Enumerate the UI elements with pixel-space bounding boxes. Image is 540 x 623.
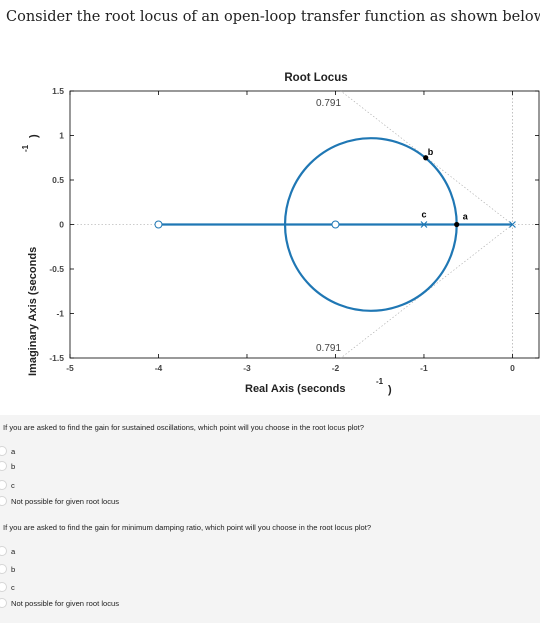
option-label: b — [11, 461, 16, 471]
y-tick-label: 1 — [59, 131, 64, 141]
y-tick-label: -1.5 — [49, 353, 64, 363]
zero-marker — [331, 220, 340, 229]
chart-text: a b c -5 -4 -3 -2 -1 0 1.5 1 0.5 0 -0.5 -1 -1.5 0.791 0.7… — [21, 72, 515, 396]
q2-option-b[interactable]: b — [0, 562, 15, 576]
pole-marker — [509, 221, 516, 228]
radio-button[interactable] — [0, 598, 7, 608]
point-b-marker — [423, 155, 429, 161]
question-1-text: If you are asked to find the gain for su… — [3, 423, 364, 432]
q2-option-not-possible[interactable]: Not possible for given root locus — [0, 596, 119, 610]
option-label: b — [11, 564, 16, 574]
radio-button[interactable] — [0, 582, 7, 592]
x-axis-label: Real Axis (seconds — [245, 383, 345, 395]
q1-option-a[interactable]: a — [0, 444, 15, 458]
y-tick-label: 0 — [59, 220, 64, 230]
point-c-marker — [420, 221, 428, 228]
radio-button[interactable] — [0, 564, 7, 574]
y-axis-label-group: Imaginary Axis (seconds -1) — [21, 134, 40, 376]
x-tick-label: -1 — [420, 363, 428, 373]
option-label: Not possible for given root locus — [11, 598, 120, 608]
x-tick-label: -3 — [243, 363, 251, 373]
radio-button[interactable] — [0, 496, 7, 506]
option-label: c — [11, 480, 15, 490]
chart-marks — [154, 155, 516, 229]
y-axis-label: Imaginary Axis (seconds — [27, 247, 39, 376]
option-label: c — [11, 582, 15, 592]
zero-marker — [154, 220, 163, 229]
radio-button[interactable] — [0, 546, 7, 556]
q2-option-a[interactable]: a — [0, 544, 15, 558]
q1-option-b[interactable]: b — [0, 459, 15, 473]
x-tick-label: -4 — [155, 363, 163, 373]
radio-button[interactable] — [0, 480, 7, 490]
y-tick-label: 1.5 — [52, 86, 64, 96]
q1-option-c[interactable]: c — [0, 478, 15, 492]
option-label: a — [11, 446, 16, 456]
y-tick-label: 0.5 — [52, 175, 64, 185]
damping-label-top: 0.791 — [316, 98, 341, 109]
point-label-b: b — [428, 147, 434, 157]
x-tick-label: -5 — [66, 363, 74, 373]
y-axis-label-close: ) — [28, 134, 40, 138]
q1-option-not-possible[interactable]: Not possible for given root locus — [0, 494, 119, 508]
option-label: a — [11, 546, 16, 556]
question-2-text: If you are asked to find the gain for mi… — [3, 523, 372, 532]
radio-button[interactable] — [0, 461, 7, 471]
y-axis-label-sup: -1 — [21, 144, 30, 152]
option-label: Not possible for given root locus — [11, 496, 120, 506]
x-axis-label-close: ) — [388, 384, 392, 396]
radio-button[interactable] — [0, 446, 7, 456]
damping-label-bottom: 0.791 — [316, 343, 341, 354]
root-locus-chart: a b c -5 -4 -3 -2 -1 0 1.5 1 0.5 0 -0.5 -1 -1.5 0.791 0.7… — [21, 72, 540, 396]
q2-option-c[interactable]: c — [0, 580, 15, 594]
page-title: Consider the root locus of an open-loop … — [6, 9, 540, 25]
point-label-c: c — [421, 210, 426, 220]
point-label-a: a — [463, 212, 469, 222]
x-axis-label-sup: -1 — [376, 377, 384, 386]
y-tick-label: -0.5 — [49, 264, 64, 274]
chart-title: Root Locus — [284, 72, 347, 84]
point-a-marker — [454, 221, 460, 228]
x-tick-label: -2 — [332, 363, 340, 373]
quiz-area: If you are asked to find the gain for su… — [0, 415, 540, 623]
y-tick-label: -1 — [56, 309, 64, 319]
x-tick-label: 0 — [510, 363, 515, 373]
